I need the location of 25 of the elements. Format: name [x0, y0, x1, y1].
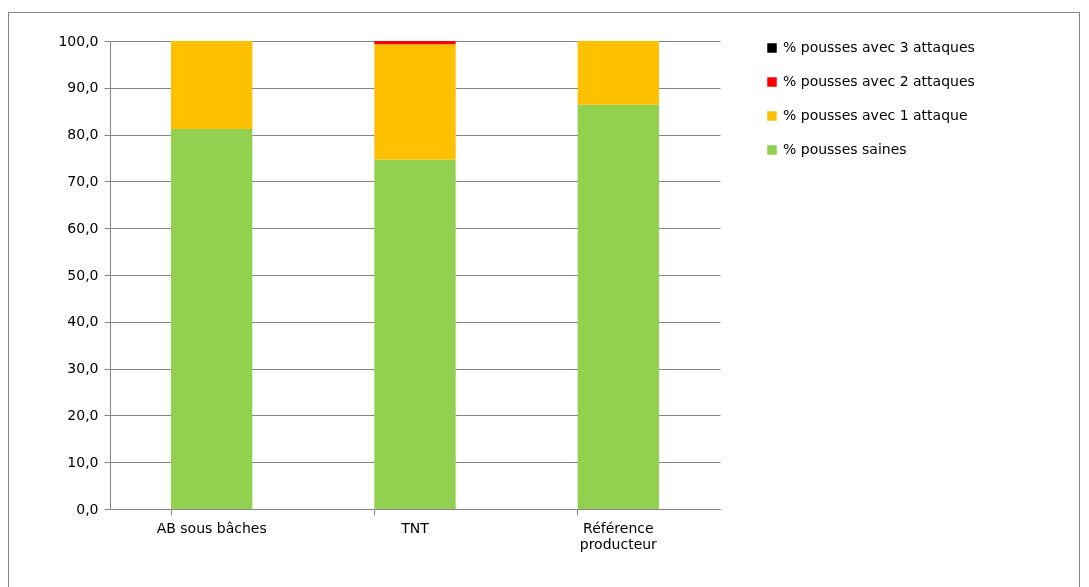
legend-label: % pousses avec 2 attaques [783, 73, 975, 89]
y-tick-label: 40,0 [67, 313, 99, 330]
x-tick-label: Référence producteur [579, 519, 658, 552]
y-tick-label: 80,0 [67, 126, 99, 143]
bar [374, 41, 456, 45]
bar [374, 159, 456, 509]
y-tick-label: 60,0 [67, 219, 99, 236]
bar [577, 41, 659, 105]
bar [374, 44, 456, 160]
y-tick-label: 10,0 [67, 453, 99, 470]
y-tick-label: 0,0 [76, 500, 99, 517]
y-tick-label: 100,0 [58, 32, 99, 49]
bar [171, 41, 253, 129]
legend-label: % pousses saines [783, 141, 907, 157]
legend-label: % pousses avec 1 attaque [783, 107, 968, 123]
y-tick-label: 50,0 [67, 266, 99, 283]
legend-label: % pousses avec 3 attaques [783, 39, 975, 55]
x-tick-label: TNT [400, 519, 430, 536]
y-tick-label: 20,0 [67, 406, 99, 423]
x-tick-label: AB sous bâches [156, 519, 267, 536]
bar [171, 128, 253, 509]
y-tick-label: 90,0 [67, 79, 99, 96]
y-tick-label: 70,0 [67, 172, 99, 189]
bar [577, 104, 659, 509]
y-tick-label: 30,0 [67, 360, 99, 377]
